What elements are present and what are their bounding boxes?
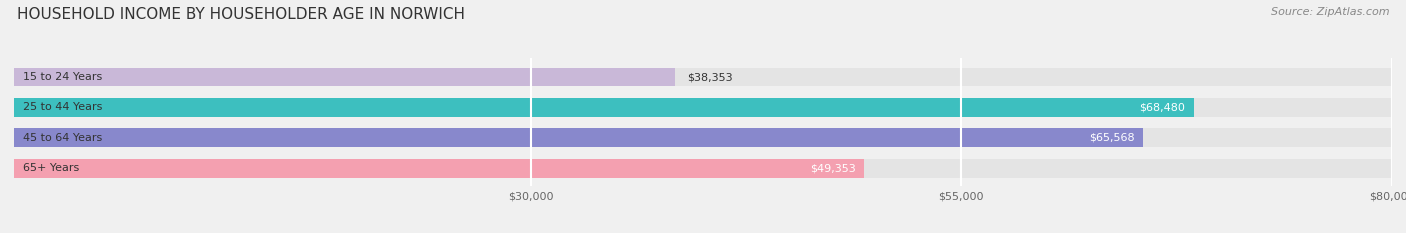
Text: 25 to 44 Years: 25 to 44 Years [22, 103, 103, 113]
Text: $38,353: $38,353 [686, 72, 733, 82]
Text: $65,568: $65,568 [1090, 133, 1135, 143]
Bar [14, 128, 1392, 147]
Text: 45 to 64 Years: 45 to 64 Years [22, 133, 101, 143]
Bar [14, 159, 1392, 178]
Text: 65+ Years: 65+ Years [22, 163, 79, 173]
Bar [14, 68, 675, 86]
Text: HOUSEHOLD INCOME BY HOUSEHOLDER AGE IN NORWICH: HOUSEHOLD INCOME BY HOUSEHOLDER AGE IN N… [17, 7, 465, 22]
Bar [14, 98, 1392, 117]
Text: $49,353: $49,353 [810, 163, 855, 173]
Bar [14, 128, 1143, 147]
Text: Source: ZipAtlas.com: Source: ZipAtlas.com [1271, 7, 1389, 17]
Text: $68,480: $68,480 [1139, 103, 1185, 113]
Bar [14, 159, 865, 178]
Bar [14, 68, 1392, 86]
Bar [14, 98, 1194, 117]
Text: 15 to 24 Years: 15 to 24 Years [22, 72, 101, 82]
